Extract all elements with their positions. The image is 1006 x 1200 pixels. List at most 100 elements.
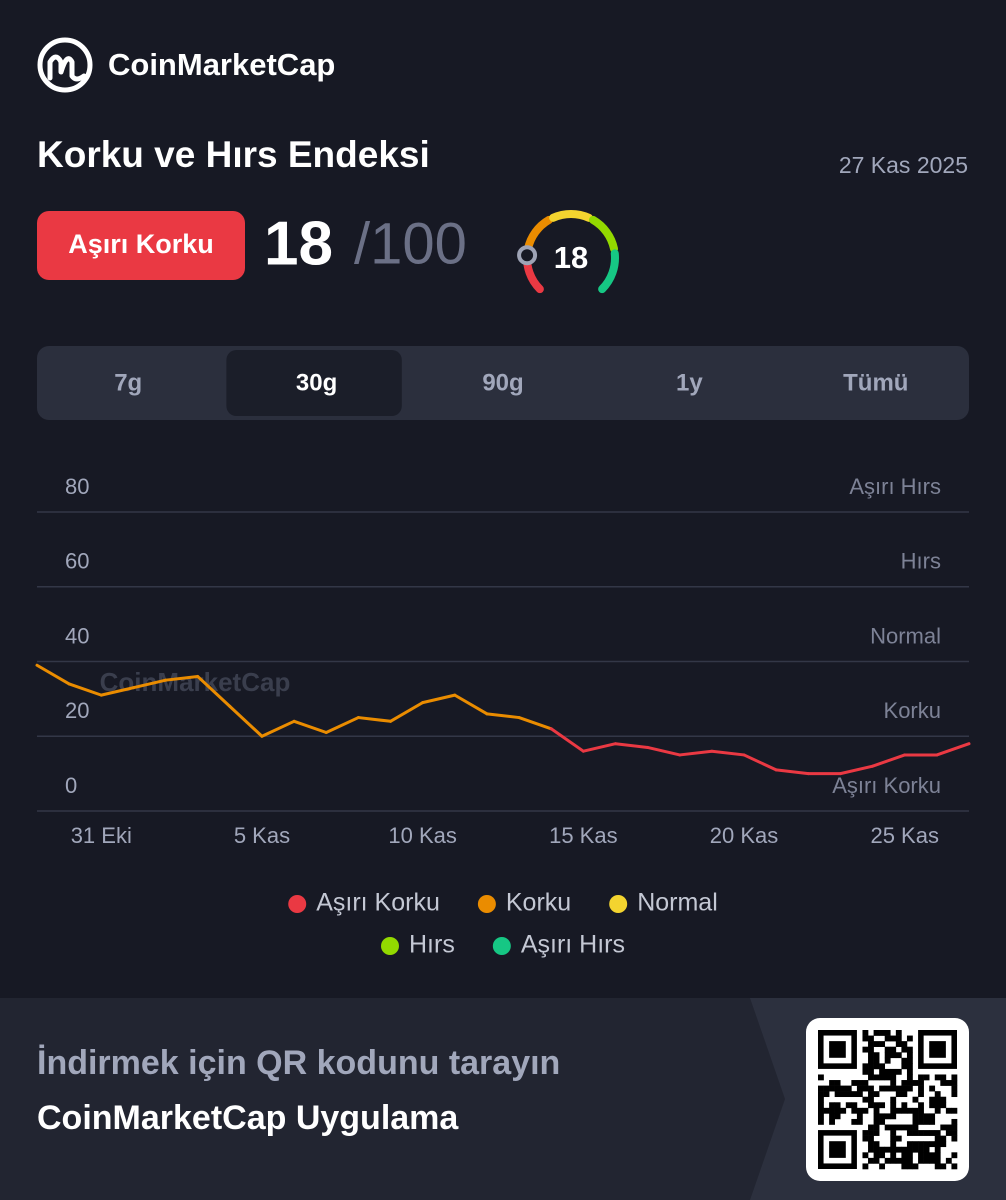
qr-cell bbox=[884, 1085, 891, 1092]
qr-cell bbox=[873, 1091, 880, 1098]
qr-cell bbox=[868, 1074, 874, 1081]
qr-cell bbox=[834, 1107, 841, 1114]
qr-cell bbox=[923, 1152, 930, 1159]
qr-cell bbox=[912, 1118, 919, 1125]
qr-cell bbox=[918, 1157, 924, 1164]
qr-cell bbox=[884, 1057, 891, 1064]
tab[interactable]: Tümü bbox=[843, 369, 908, 396]
qr-cell bbox=[834, 1113, 841, 1120]
tab[interactable]: 7g bbox=[114, 369, 142, 396]
qr-cell bbox=[951, 1152, 958, 1159]
qr-cell bbox=[884, 1030, 891, 1036]
line-segment bbox=[99, 686, 135, 697]
qr-cell bbox=[868, 1124, 874, 1131]
qr-cell bbox=[934, 1102, 941, 1109]
qr-cell bbox=[934, 1074, 941, 1081]
qr-cell bbox=[890, 1035, 897, 1042]
qr-cell bbox=[912, 1130, 919, 1136]
qr-cell bbox=[818, 1096, 824, 1103]
qr-cell bbox=[918, 1146, 924, 1153]
line-segment bbox=[678, 749, 714, 757]
x-tick-label: 20 Kas bbox=[710, 823, 779, 848]
qr-cell bbox=[879, 1118, 886, 1125]
qr-cell bbox=[918, 1152, 924, 1159]
tab[interactable]: 90g bbox=[482, 369, 523, 396]
x-tick-label: 25 Kas bbox=[870, 823, 939, 848]
qr-cell bbox=[951, 1118, 958, 1125]
line-segment bbox=[710, 749, 746, 757]
qr-cell bbox=[873, 1130, 880, 1136]
qr-cell bbox=[856, 1113, 863, 1120]
qr-cell bbox=[929, 1152, 936, 1159]
qr-cell bbox=[879, 1152, 886, 1159]
tab[interactable]: 1y bbox=[676, 369, 703, 396]
qr-cell bbox=[940, 1080, 947, 1086]
qr-cell bbox=[829, 1102, 835, 1109]
chart: CoinMarketCap 0 Aşırı Korku 20 Korku 40 Norma… bbox=[35, 474, 971, 848]
zone-label: Aşırı Hırs bbox=[849, 474, 941, 499]
qr-cell bbox=[890, 1157, 897, 1164]
qr-cell bbox=[906, 1074, 913, 1081]
qr-cell bbox=[901, 1046, 908, 1053]
qr-cell bbox=[918, 1141, 924, 1148]
zone-label: Normal bbox=[870, 623, 941, 648]
qr-finder bbox=[829, 1041, 846, 1058]
qr-cell bbox=[873, 1152, 880, 1159]
legend-label: Korku bbox=[506, 889, 571, 917]
qr-cell bbox=[862, 1130, 869, 1136]
y-tick-label: 60 bbox=[65, 549, 89, 574]
qr-cell bbox=[901, 1063, 908, 1070]
qr-cell bbox=[895, 1135, 902, 1142]
qr-cell bbox=[873, 1107, 880, 1114]
qr-cell bbox=[951, 1130, 958, 1136]
qr-cell bbox=[945, 1157, 952, 1164]
qr-cell bbox=[912, 1096, 919, 1103]
qr-cell bbox=[862, 1163, 869, 1170]
qr-cell bbox=[906, 1152, 913, 1159]
qr-cell bbox=[890, 1113, 897, 1120]
qr-cell bbox=[934, 1157, 941, 1164]
line-segment bbox=[389, 701, 425, 723]
qr-cell bbox=[868, 1085, 874, 1092]
x-tick-label: 31 Eki bbox=[71, 823, 132, 848]
qr-cell bbox=[890, 1068, 897, 1075]
legend-label: Aşırı Hırs bbox=[521, 931, 625, 959]
qr-cell bbox=[906, 1085, 913, 1092]
qr-cell bbox=[862, 1080, 869, 1086]
qr-cell bbox=[851, 1107, 858, 1114]
tab[interactable]: 30g bbox=[296, 369, 337, 396]
watermark: CoinMarketCap bbox=[100, 667, 291, 697]
qr-cell bbox=[951, 1135, 958, 1142]
qr-cell bbox=[912, 1124, 919, 1131]
qr-cell bbox=[879, 1041, 886, 1047]
qr-cell bbox=[912, 1107, 919, 1114]
qr-cell bbox=[951, 1085, 958, 1092]
qr-cell bbox=[906, 1124, 913, 1131]
qr-code bbox=[818, 1030, 958, 1170]
qr-cell bbox=[834, 1080, 841, 1086]
qr-cell bbox=[923, 1141, 930, 1148]
qr-cell bbox=[934, 1141, 941, 1148]
qr-cell bbox=[884, 1068, 891, 1075]
legend: Aşırı Korku Korku Normal Hırs Aşırı Hırs bbox=[288, 889, 718, 959]
qr-cell bbox=[890, 1085, 897, 1092]
qr-cell bbox=[890, 1141, 897, 1148]
qr-cell bbox=[918, 1130, 924, 1136]
qr-cell bbox=[906, 1141, 913, 1148]
qr-cell bbox=[901, 1124, 908, 1131]
line-segment bbox=[356, 716, 393, 723]
qr-cell bbox=[829, 1118, 835, 1125]
badge-text: Aşırı Korku bbox=[68, 229, 214, 259]
qr-cell bbox=[862, 1046, 869, 1053]
qr-cell bbox=[818, 1074, 824, 1081]
qr-cell bbox=[868, 1057, 874, 1064]
qr-cell bbox=[834, 1091, 841, 1098]
qr-cell bbox=[929, 1157, 936, 1164]
qr-cell bbox=[934, 1152, 941, 1159]
qr-cell bbox=[879, 1074, 886, 1081]
line-segment bbox=[228, 704, 264, 738]
qr-cell bbox=[895, 1068, 902, 1075]
line-segment bbox=[774, 768, 810, 776]
qr-cell bbox=[868, 1035, 874, 1042]
